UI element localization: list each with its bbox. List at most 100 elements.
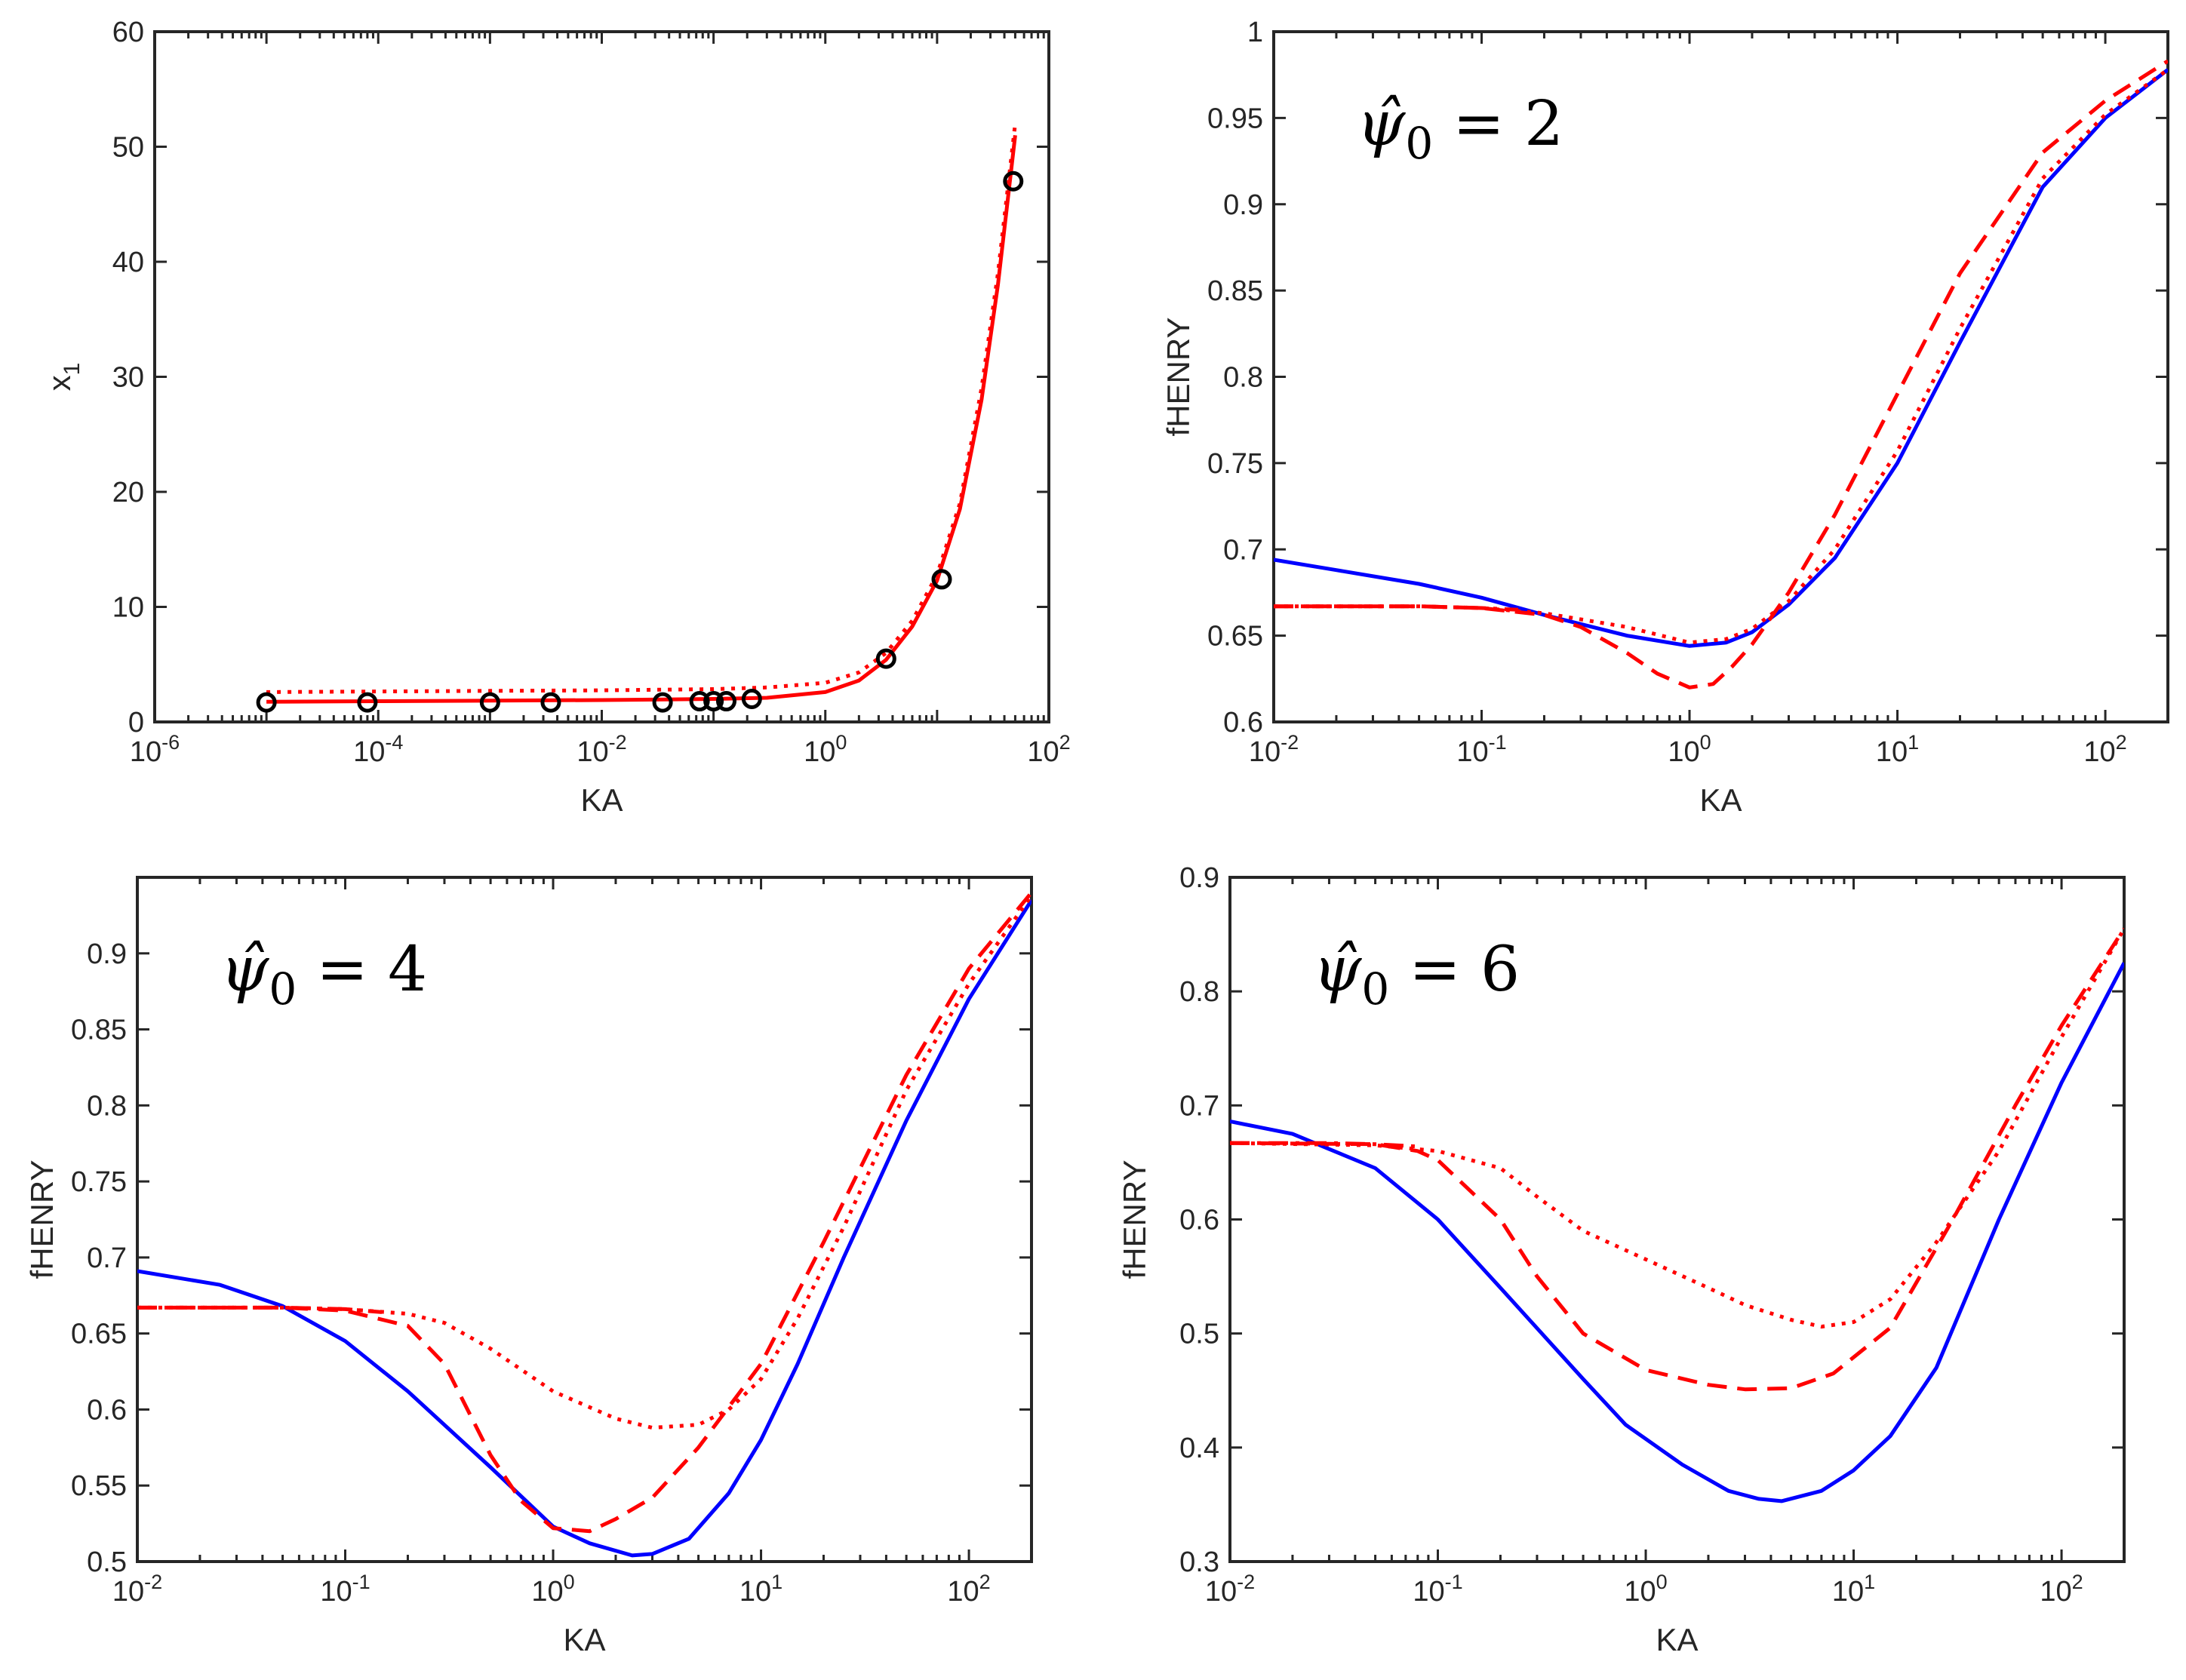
- y-tick-label: 0.55: [71, 1470, 127, 1502]
- data-point-marker: [741, 689, 762, 709]
- x-tick-label: 102: [2040, 1571, 2083, 1608]
- x-tick-exponent: 1: [1908, 731, 1919, 754]
- x-tick-label: 10-2: [112, 1571, 162, 1608]
- x-tick-exponent: 0: [835, 731, 847, 754]
- data-point-marker: [1003, 170, 1024, 192]
- annotation-value: = 6: [1389, 934, 1520, 1006]
- y-tick-label: 0.3: [1179, 1546, 1219, 1578]
- x-tick-base: 10: [1027, 736, 1059, 768]
- x-tick-exponent: -1: [1445, 1571, 1463, 1593]
- data-point-marker: [875, 648, 896, 669]
- annotation-psi: ψ̂: [1357, 88, 1406, 160]
- psi0-annotation: ψ̂0 = 2: [1357, 88, 1563, 169]
- panel-psi0-4: 10-2 10-1 100 101 1020.50.550.60.650.70.750.…: [24, 876, 1033, 1657]
- series-group: [1230, 927, 2124, 1503]
- annotation-value: = 2: [1433, 88, 1563, 160]
- y-tick-label: 0.6: [1179, 1205, 1219, 1236]
- x-tick-label: 10-2: [1249, 731, 1299, 768]
- y-tick-label: 0.5: [1179, 1319, 1219, 1350]
- x-tick-label: 10-2: [576, 731, 626, 768]
- data-point-marker: [540, 692, 561, 713]
- y-tick-label: 50: [112, 132, 144, 164]
- series-line-dashed: [1274, 59, 2168, 690]
- x-tick-label: 102: [947, 1571, 990, 1608]
- x-tick-label: 10-1: [1456, 731, 1506, 768]
- y-tick-label: 0.7: [87, 1242, 127, 1274]
- x-tick-label: 102: [2083, 731, 2126, 768]
- series-group: [137, 891, 1032, 1558]
- x-tick-exponent: 2: [979, 1571, 991, 1593]
- y-axis-label-text: fHENRY: [1117, 1160, 1152, 1279]
- data-point-marker: [931, 569, 952, 590]
- x-axis-label: KA: [580, 782, 623, 818]
- y-tick-label: 0.9: [87, 938, 127, 970]
- data-point-marker: [357, 692, 378, 713]
- y-tick-label: 0.6: [1223, 707, 1263, 739]
- x-tick-label: 10-6: [130, 731, 180, 768]
- x-tick-exponent: -2: [609, 731, 627, 754]
- y-tick-label: 1: [1247, 17, 1263, 48]
- y-tick-label: 0: [128, 707, 144, 739]
- series-line-dashed: [137, 891, 1032, 1534]
- y-tick-label: 0.8: [1179, 976, 1219, 1008]
- y-tick-label: 0.75: [1207, 448, 1263, 480]
- x-tick-label: 102: [1027, 731, 1070, 768]
- x-tick-base: 10: [739, 1576, 771, 1608]
- y-axis-label-text: fHENRY: [24, 1160, 60, 1279]
- x-tick-exponent: 0: [1656, 1571, 1668, 1593]
- x-tick-exponent: -1: [352, 1571, 370, 1593]
- x-tick-exponent: 0: [1700, 731, 1711, 754]
- x-tick-exponent: -6: [161, 731, 180, 754]
- annotation-subscript: 0: [1361, 963, 1389, 1015]
- y-tick-label: 0.95: [1207, 103, 1263, 134]
- x-tick-base: 10: [1456, 736, 1488, 768]
- y-tick-label: 60: [112, 17, 144, 48]
- y-axis-label-subscript: 1: [60, 363, 85, 376]
- series-group: [1274, 59, 2168, 690]
- x-tick-base: 10: [1832, 1576, 1864, 1608]
- x-tick-base: 10: [1249, 736, 1281, 768]
- y-tick-label: 0.65: [71, 1319, 127, 1350]
- x-tick-exponent: 2: [2116, 731, 2127, 754]
- psi0-annotation: ψ̂0 = 6: [1313, 934, 1520, 1015]
- x-tick-base: 10: [1205, 1576, 1237, 1608]
- panel-psi0-6: 10-2 10-1 100 101 1020.30.40.50.60.70.80.9KA…: [1117, 862, 2126, 1657]
- x-tick-label: 101: [1832, 1571, 1875, 1608]
- series-line-solid: [1230, 962, 2124, 1503]
- y-axis-label: fHENRY: [1117, 1160, 1152, 1279]
- x-tick-label: 10-4: [353, 731, 403, 768]
- series-line-dotted: [137, 894, 1032, 1430]
- x-tick-exponent: -2: [1281, 731, 1299, 754]
- y-tick-label: 0.7: [1179, 1090, 1219, 1122]
- x-tick-exponent: -2: [144, 1571, 162, 1593]
- x-tick-label: 101: [739, 1571, 782, 1608]
- series-line-solid: [1274, 68, 2168, 648]
- annotation-psi: ψ̂: [1313, 934, 1362, 1006]
- y-tick-label: 0.7: [1223, 534, 1263, 566]
- x-tick-base: 10: [1624, 1576, 1656, 1608]
- y-tick-label: 0.8: [1223, 362, 1263, 394]
- x-tick-exponent: -1: [1489, 731, 1507, 754]
- series-line-solid: [137, 898, 1032, 1558]
- data-point-marker: [703, 691, 724, 712]
- y-tick-label: 0.75: [71, 1166, 127, 1198]
- data-point-marker: [652, 692, 673, 713]
- annotation-value: = 4: [297, 934, 427, 1006]
- x-tick-base: 10: [112, 1576, 144, 1608]
- x-tick-label: 100: [804, 731, 847, 768]
- y-tick-label: 0.85: [71, 1015, 127, 1046]
- x-tick-exponent: 1: [1864, 1571, 1875, 1593]
- y-tick-label: 20: [112, 477, 144, 508]
- x-tick-label: 10-2: [1205, 1571, 1255, 1608]
- annotation-psi: ψ̂: [220, 934, 269, 1006]
- plot-frame: [136, 876, 1033, 1563]
- x-axis-label: KA: [563, 1622, 605, 1657]
- data-point-marker: [689, 691, 710, 712]
- y-tick-label: 0.8: [87, 1090, 127, 1122]
- x-tick-label: 10-1: [320, 1571, 370, 1608]
- series-line-dashed: [1230, 927, 2124, 1392]
- y-tick-label: 0.85: [1207, 275, 1263, 307]
- x-tick-base: 10: [804, 736, 835, 768]
